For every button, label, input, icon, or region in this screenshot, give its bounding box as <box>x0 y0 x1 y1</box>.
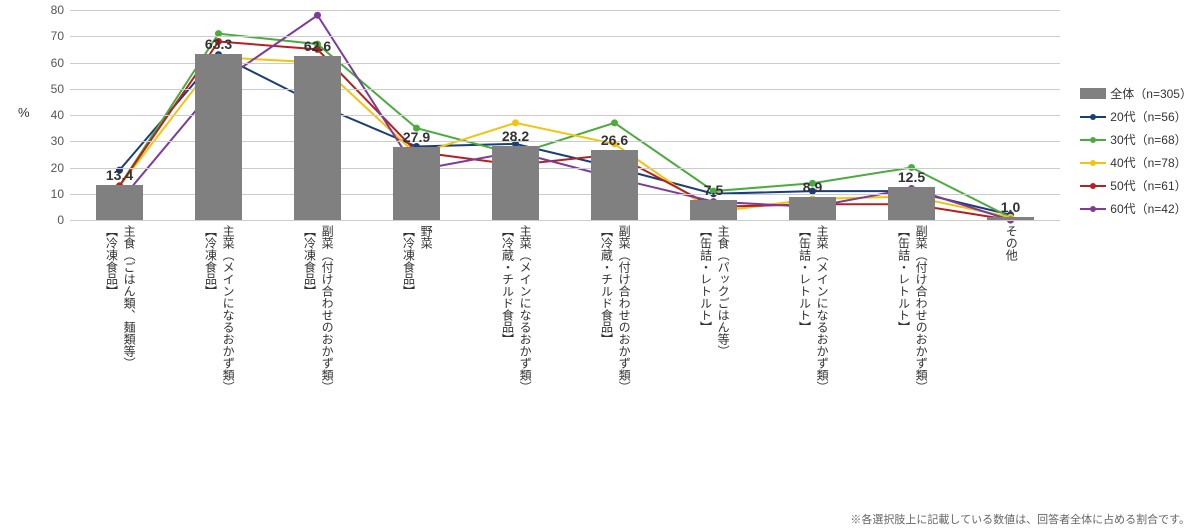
legend-label: 20代（n=56） <box>1110 108 1186 125</box>
legend-swatch <box>1080 208 1106 210</box>
legend-item: 30代（n=68） <box>1080 131 1192 148</box>
bar <box>492 146 540 220</box>
bar-value-label: 26.6 <box>601 132 628 148</box>
y-axis-label: % <box>18 105 30 120</box>
x-label-line: 副菜（付け合わせのおかず類） <box>616 225 632 393</box>
legend: 全体（n=305） 20代（n=56） 30代（n=68） 40代（n=78） 50代（… <box>1080 85 1192 223</box>
y-tick-label: 70 <box>51 29 70 43</box>
x-label-line: 主菜（メインになるおかず類） <box>220 225 236 393</box>
bar-value-label: 7.5 <box>704 182 723 198</box>
legend-item: 60代（n=42） <box>1080 200 1192 217</box>
series-line <box>120 34 1011 218</box>
y-tick-label: 10 <box>51 187 70 201</box>
legend-swatch <box>1080 185 1106 187</box>
legend-swatch <box>1080 139 1106 141</box>
x-label: その他 <box>961 225 1060 261</box>
series-marker <box>611 119 618 126</box>
plot-area: 0102030405060708013.463.362.627.928.226.… <box>70 10 1060 220</box>
bar <box>888 187 936 220</box>
footnote: ※各選択肢上に記載している数値は、回答者全体に占める割合です。 <box>850 511 1190 527</box>
x-label-line: 主食（パックごはん等） <box>715 225 731 357</box>
x-axis-labels: 【冷凍食品】主食（ごはん類、麺類等）【冷凍食品】主菜（メインになるおかず類）【冷… <box>70 225 1060 505</box>
x-label-line: 主菜（メインになるおかず類） <box>814 225 830 393</box>
legend-item: 全体（n=305） <box>1080 85 1192 102</box>
series-line <box>120 15 1011 220</box>
x-label-line: 【冷蔵・チルド食品】 <box>499 225 515 393</box>
x-label-line: 【冷凍食品】 <box>400 225 416 297</box>
y-tick-label: 50 <box>51 82 70 96</box>
x-label-line: 【冷蔵・チルド食品】 <box>598 225 614 393</box>
bar <box>690 200 738 220</box>
x-label: 【冷凍食品】主菜（メインになるおかず類） <box>169 225 268 393</box>
x-label-line: 野菜 <box>418 225 434 297</box>
legend-swatch <box>1080 116 1106 118</box>
x-label: 【缶詰・レトルト】主菜（メインになるおかず類） <box>763 225 862 393</box>
bar-value-label: 12.5 <box>898 169 925 185</box>
x-label-line: 【冷凍食品】 <box>202 225 218 393</box>
x-label: 【缶詰・レトルト】副菜（付け合わせのおかず類） <box>862 225 961 393</box>
legend-item: 40代（n=78） <box>1080 154 1192 171</box>
series-marker <box>314 12 321 19</box>
x-label: 【冷蔵・チルド食品】副菜（付け合わせのおかず類） <box>565 225 664 393</box>
bar-value-label: 62.6 <box>304 38 331 54</box>
x-label-line: 【缶詰・レトルト】 <box>895 225 911 393</box>
legend-label: 30代（n=68） <box>1110 131 1186 148</box>
x-label-line: その他 <box>1003 225 1019 261</box>
bar <box>987 217 1035 220</box>
x-label-line: 【缶詰・レトルト】 <box>796 225 812 393</box>
y-tick-label: 20 <box>51 161 70 175</box>
bar <box>393 147 441 220</box>
legend-label: 全体（n=305） <box>1110 85 1192 102</box>
legend-item: 50代（n=61） <box>1080 177 1192 194</box>
x-label-line: 副菜（付け合わせのおかず類） <box>319 225 335 393</box>
x-label-line: 副菜（付け合わせのおかず類） <box>913 225 929 393</box>
x-label-line: 主菜（メインになるおかず類） <box>517 225 533 393</box>
series-marker <box>512 119 519 126</box>
x-label-line: 【冷凍食品】 <box>301 225 317 393</box>
bar <box>294 56 342 220</box>
x-label-line: 【缶詰・レトルト】 <box>697 225 713 357</box>
legend-label: 40代（n=78） <box>1110 154 1186 171</box>
legend-item: 20代（n=56） <box>1080 108 1192 125</box>
legend-swatch <box>1080 88 1106 99</box>
x-label: 【冷凍食品】副菜（付け合わせのおかず類） <box>268 225 367 393</box>
bar <box>789 197 837 220</box>
bar <box>96 185 144 220</box>
x-label: 【冷凍食品】野菜 <box>367 225 466 297</box>
x-label-line: 主食（ごはん類、麺類等） <box>121 225 137 369</box>
bar-value-label: 13.4 <box>106 167 133 183</box>
y-tick-label: 30 <box>51 134 70 148</box>
x-label-line: 【冷凍食品】 <box>103 225 119 369</box>
gridline <box>70 220 1060 221</box>
y-tick-label: 40 <box>51 108 70 122</box>
gridline <box>70 10 1060 11</box>
legend-swatch <box>1080 162 1106 164</box>
bar <box>195 54 243 220</box>
bar-value-label: 63.3 <box>205 36 232 52</box>
legend-label: 50代（n=61） <box>1110 177 1186 194</box>
y-tick-label: 80 <box>51 3 70 17</box>
y-tick-label: 60 <box>51 56 70 70</box>
x-label: 【缶詰・レトルト】主食（パックごはん等） <box>664 225 763 357</box>
series-line <box>120 55 1011 215</box>
chart-container: % 0 10 20 30 40 50 60 70 80 13.4 63.3 62.6 27.9 28.2 2… <box>0 0 1200 531</box>
bar-value-label: 1.0 <box>1001 199 1020 215</box>
y-tick-label: 0 <box>57 213 70 227</box>
x-label: 【冷凍食品】主食（ごはん類、麺類等） <box>70 225 169 369</box>
bar <box>591 150 639 220</box>
x-label: 【冷蔵・チルド食品】主菜（メインになるおかず類） <box>466 225 565 393</box>
legend-label: 60代（n=42） <box>1110 200 1186 217</box>
bar-value-label: 27.9 <box>403 129 430 145</box>
bar-value-label: 8.9 <box>803 179 822 195</box>
bar-value-label: 28.2 <box>502 128 529 144</box>
